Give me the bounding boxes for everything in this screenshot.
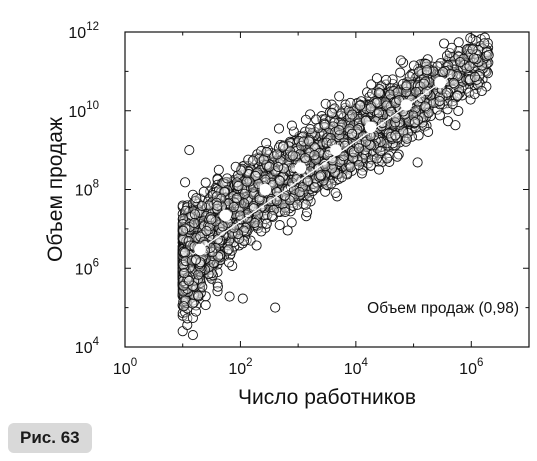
data-point (319, 119, 330, 130)
data-point (187, 298, 198, 309)
data-point (198, 186, 209, 197)
data-point (373, 107, 384, 118)
data-point (326, 107, 337, 118)
data-point (336, 172, 347, 183)
data-point (467, 44, 478, 55)
data-point (274, 175, 285, 186)
data-point (251, 240, 262, 251)
data-point (261, 218, 272, 229)
data-point (187, 312, 198, 323)
data-point (294, 187, 305, 198)
data-point (372, 97, 383, 108)
data-point (277, 141, 289, 152)
data-point (180, 247, 191, 258)
data-point (434, 110, 445, 121)
data-point (465, 33, 476, 44)
data-point (330, 187, 341, 198)
data-point (212, 281, 223, 292)
data-point (300, 199, 311, 210)
data-point (178, 301, 189, 312)
data-point (223, 244, 234, 255)
data-point (446, 42, 457, 53)
data-point (423, 126, 434, 137)
data-point (272, 149, 283, 160)
data-point (434, 95, 445, 107)
data-point (197, 281, 208, 292)
data-point (233, 180, 244, 191)
data-point (437, 66, 449, 78)
data-point (223, 257, 235, 268)
data-point (266, 210, 278, 221)
data-point (381, 74, 392, 85)
data-point (354, 100, 365, 111)
data-point (200, 300, 211, 311)
data-point (213, 164, 224, 175)
data-point (395, 67, 406, 78)
data-point (261, 138, 272, 149)
data-point (247, 155, 258, 166)
data-point (201, 225, 212, 236)
data-point (373, 164, 385, 175)
data-point (334, 91, 345, 102)
data-point (309, 150, 320, 161)
data-point (274, 220, 285, 231)
data-point (469, 71, 481, 82)
observation-points (177, 32, 494, 341)
data-point (345, 97, 356, 108)
data-point (178, 225, 189, 236)
data-point (334, 125, 345, 136)
data-point (217, 221, 228, 232)
data-point (189, 218, 200, 229)
data-point (447, 99, 458, 110)
data-point (191, 193, 202, 204)
data-point (190, 254, 202, 265)
data-point (418, 78, 429, 89)
data-point (286, 217, 297, 228)
data-point (373, 87, 384, 98)
data-point (401, 133, 412, 144)
data-point (404, 71, 415, 82)
data-point (421, 65, 432, 76)
data-point (300, 114, 311, 125)
data-point (345, 162, 356, 173)
data-point (280, 206, 291, 217)
data-point (371, 73, 382, 84)
data-point (196, 200, 208, 211)
data-point (401, 80, 412, 91)
data-point (261, 146, 272, 157)
data-point (468, 53, 479, 64)
data-point (315, 170, 326, 181)
data-point (273, 123, 285, 134)
data-point (305, 124, 316, 135)
data-point (180, 177, 191, 188)
data-point (241, 176, 252, 187)
data-point (302, 175, 313, 186)
data-point (222, 173, 233, 184)
data-point (441, 87, 452, 98)
data-point (192, 290, 204, 301)
data-point (392, 151, 403, 162)
data-point (189, 209, 200, 220)
data-point (412, 157, 423, 168)
data-point (230, 161, 241, 172)
data-point (375, 146, 386, 157)
data-point (239, 198, 250, 209)
data-point (200, 177, 211, 188)
data-point (206, 214, 217, 225)
data-point (292, 199, 303, 210)
data-point (346, 128, 358, 139)
data-point (356, 168, 367, 179)
data-point (273, 161, 284, 173)
data-point (286, 120, 297, 131)
data-point (452, 90, 463, 101)
data-point (476, 85, 487, 97)
data-point (300, 153, 311, 164)
data-point (409, 117, 421, 128)
data-point (347, 109, 358, 120)
data-point (200, 291, 211, 302)
data-point (193, 269, 204, 280)
data-point (448, 78, 459, 89)
